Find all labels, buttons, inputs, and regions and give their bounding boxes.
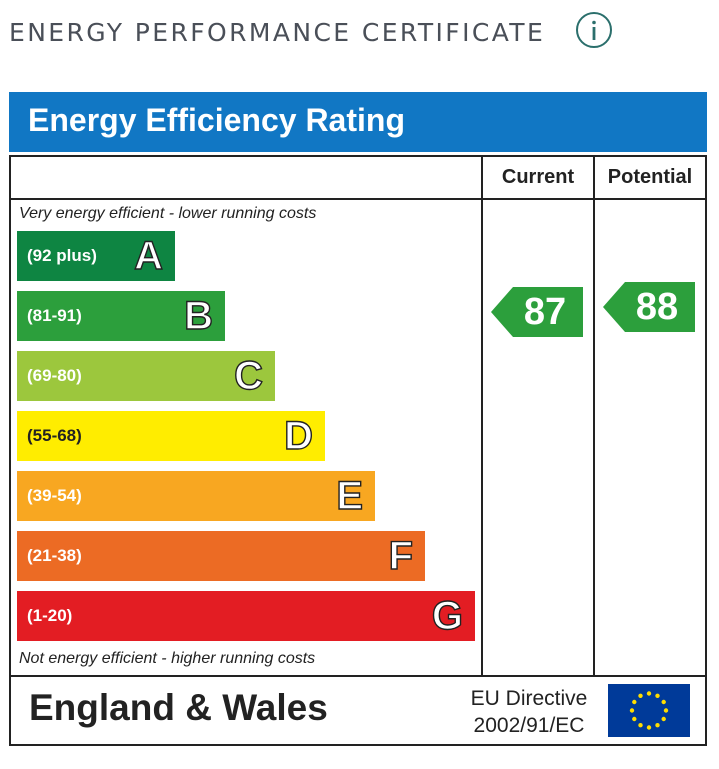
header-divider [11, 198, 705, 200]
flag-star [632, 699, 637, 705]
chart-banner: Energy Efficiency Rating [9, 92, 707, 152]
band-range: (81-91) [27, 306, 82, 325]
chart-footer: England & Wales EU Directive 2002/91/EC [9, 675, 707, 746]
flag-star [629, 708, 635, 713]
band-letter: B [183, 293, 213, 338]
eu-directive: EU Directive 2002/91/EC [460, 685, 598, 739]
region-label: England & Wales [29, 687, 328, 728]
directive-line-2: 2002/91/EC [473, 714, 585, 737]
band-range: (92 plus) [27, 246, 97, 265]
band-range: (21-38) [27, 546, 82, 565]
potential-column-header: Potential [607, 166, 693, 188]
flag-star [646, 691, 652, 696]
chart-banner-title: Energy Efficiency Rating [28, 102, 405, 138]
page-header: ENERGY PERFORMANCE CERTIFICATE [9, 8, 709, 54]
column-divider [593, 157, 595, 675]
top-note: Very energy efficient - lower running co… [19, 205, 317, 222]
band-letter: C [233, 353, 263, 398]
rating-table: Current Potential Very energy efficient … [9, 155, 707, 677]
rating-band-b: (81-91) B [17, 291, 225, 341]
band-letter: E [336, 473, 364, 518]
eu-flag-icon [608, 684, 690, 737]
column-divider [481, 157, 483, 675]
band-range: (39-54) [27, 486, 82, 505]
flag-star [661, 716, 666, 722]
potential-rating-value: 88 [635, 286, 679, 328]
rating-band-e: (39-54) E [17, 471, 375, 521]
flag-star [646, 725, 652, 730]
current-rating-arrow: 87 [491, 287, 583, 337]
flag-star [632, 716, 637, 722]
band-letter: G [431, 593, 464, 638]
energy-rating-chart: Energy Efficiency Rating Current Potenti… [9, 92, 707, 746]
flag-star [638, 693, 643, 698]
band-letter: F [388, 533, 414, 578]
rating-band-f: (21-38) F [17, 531, 425, 581]
band-letter: A [133, 233, 163, 278]
rating-band-d: (55-68) D [17, 411, 325, 461]
flag-star [638, 723, 643, 728]
band-range: (1-20) [27, 606, 73, 625]
flag-star [663, 708, 669, 713]
directive-line-1: EU Directive [470, 687, 588, 710]
current-column-header: Current [501, 166, 575, 188]
band-range: (55-68) [27, 426, 82, 445]
bottom-note: Not energy efficient - higher running co… [19, 650, 316, 667]
rating-band-c: (69-80) C [17, 351, 275, 401]
potential-rating-arrow: 88 [603, 282, 695, 332]
band-letter: D [283, 413, 313, 458]
rating-band-a: (92 plus) A [17, 231, 175, 281]
flag-star [655, 723, 660, 728]
current-rating-value: 87 [523, 291, 567, 333]
band-range: (69-80) [27, 366, 82, 385]
rating-band-g: (1-20) G [17, 591, 475, 641]
info-icon[interactable] [575, 11, 613, 49]
flag-star [661, 699, 666, 705]
page-title: ENERGY PERFORMANCE CERTIFICATE [9, 18, 546, 47]
flag-star [655, 693, 660, 698]
